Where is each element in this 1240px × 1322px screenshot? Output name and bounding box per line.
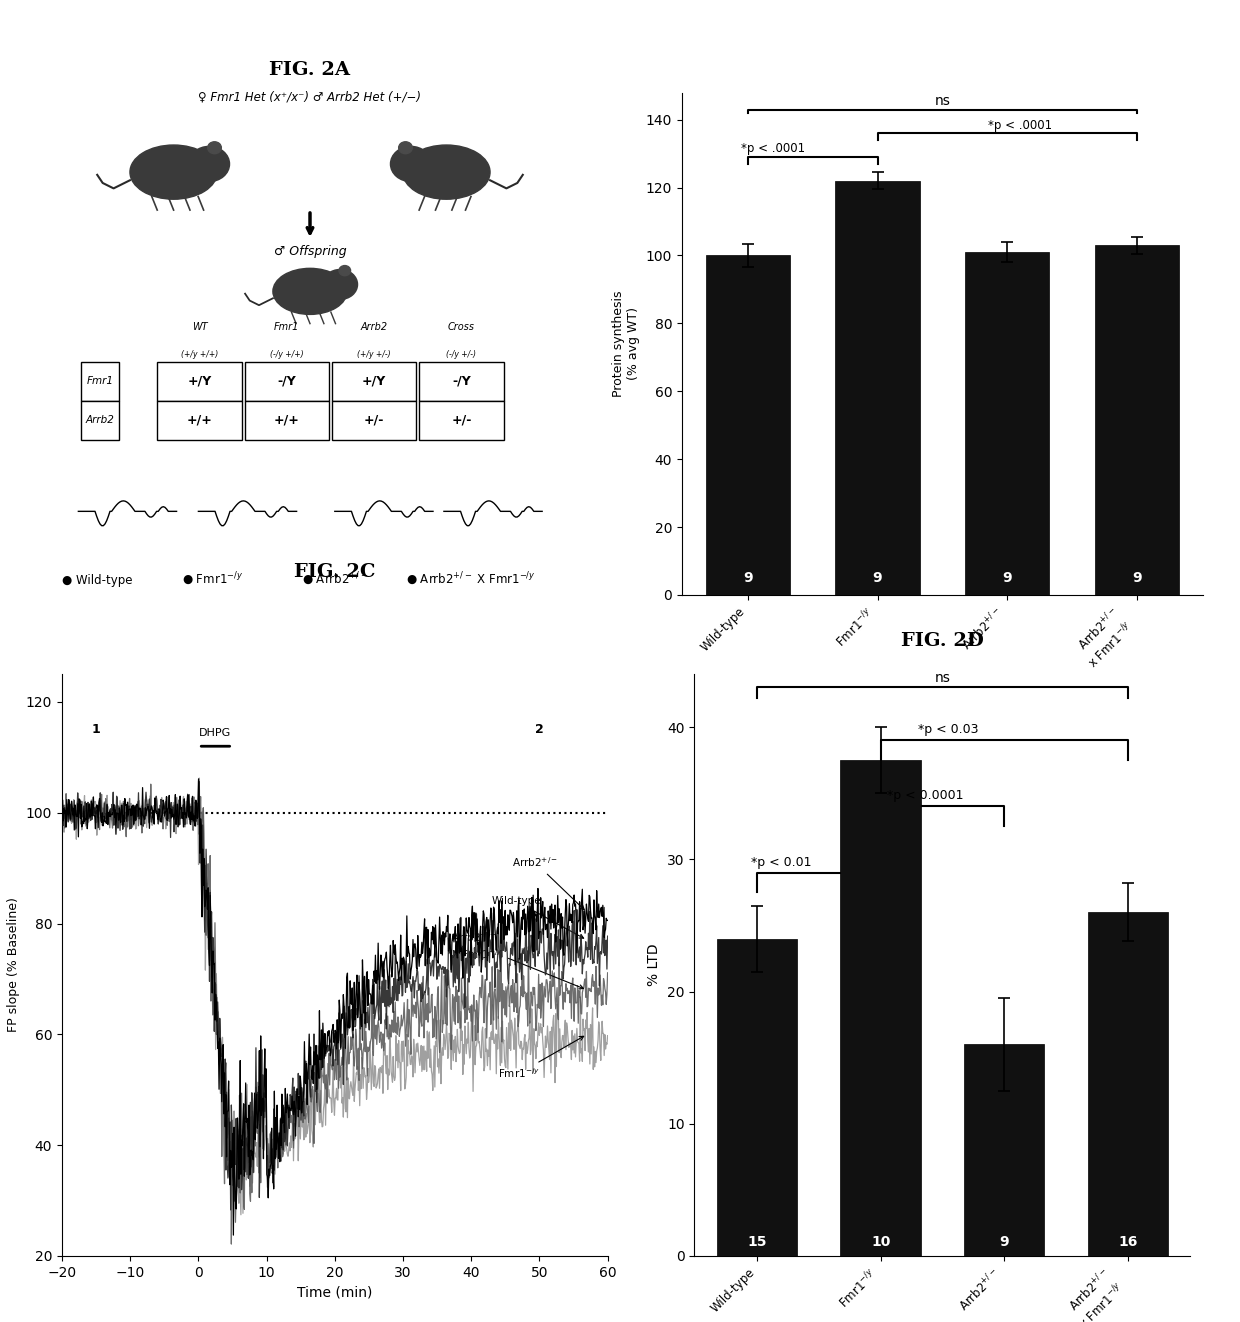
Bar [81, 401, 119, 440]
Y-axis label: FP slope (% Baseline): FP slope (% Baseline) [7, 898, 20, 1032]
Ellipse shape [322, 270, 357, 299]
Text: +/+: +/+ [186, 414, 212, 427]
Bar [1095, 246, 1179, 595]
Bar [332, 362, 417, 401]
Y-axis label: % LTD: % LTD [647, 944, 661, 986]
Text: (+/y +/+): (+/y +/+) [181, 350, 218, 360]
Text: DHPG: DHPG [200, 728, 232, 738]
Text: ns: ns [935, 94, 950, 108]
Bar [157, 401, 242, 440]
Text: 15: 15 [748, 1235, 766, 1249]
Text: Wild-type: Wild-type [491, 896, 584, 939]
Bar [1087, 912, 1168, 1256]
Text: *p < .0001: *p < .0001 [988, 119, 1053, 132]
Text: Fmr1: Fmr1 [87, 377, 113, 386]
Text: Arrb2$^{+/-}$: Arrb2$^{+/-}$ [512, 855, 584, 910]
Text: Arrb2: Arrb2 [361, 323, 388, 332]
Text: -/Y: -/Y [453, 375, 471, 387]
Text: ♀ Fmr1 Het (x⁺/x⁻) ♂ Arrb2 Het (+/−): ♀ Fmr1 Het (x⁺/x⁻) ♂ Arrb2 Het (+/−) [198, 91, 422, 104]
Text: +/Y: +/Y [187, 375, 212, 387]
Text: ns: ns [935, 670, 950, 685]
Text: ● Arrb2$^{+/-}$: ● Arrb2$^{+/-}$ [303, 570, 368, 587]
Ellipse shape [403, 145, 490, 200]
Text: *p < 0.01: *p < 0.01 [751, 855, 811, 869]
Bar [836, 181, 920, 595]
Text: -/Y: -/Y [278, 375, 296, 387]
Text: ● Fmr1$^{-/y}$: ● Fmr1$^{-/y}$ [182, 570, 243, 587]
Text: Arrb2$^{+/-}$
X Fmr1$^{-/y}$: Arrb2$^{+/-}$ X Fmr1$^{-/y}$ [451, 931, 583, 989]
Ellipse shape [391, 147, 432, 181]
Bar [81, 362, 119, 401]
Text: Arrb2: Arrb2 [86, 415, 114, 426]
Y-axis label: Protein synthesis
(% avg WT): Protein synthesis (% avg WT) [613, 291, 640, 397]
Text: (-/y +/-): (-/y +/-) [446, 350, 476, 360]
Text: (+/y +/-): (+/y +/-) [357, 350, 391, 360]
Bar [419, 401, 503, 440]
Text: FIG. 2A: FIG. 2A [269, 61, 351, 79]
Text: +/-: +/- [451, 414, 471, 427]
Text: 9: 9 [999, 1235, 1009, 1249]
Text: Cross: Cross [448, 323, 475, 332]
Bar [841, 760, 921, 1256]
Text: 10: 10 [870, 1235, 890, 1249]
Text: 1: 1 [92, 723, 100, 736]
Ellipse shape [188, 147, 229, 181]
Text: Fmr1$^{-/y}$: Fmr1$^{-/y}$ [498, 1036, 584, 1080]
Bar [419, 362, 503, 401]
Text: 9: 9 [743, 571, 753, 584]
Text: 2: 2 [534, 723, 544, 736]
Bar [244, 362, 329, 401]
Text: *p < 0.03: *p < 0.03 [918, 723, 978, 736]
Text: ● Arrb2$^{+/-}$ X Fmr1$^{-/y}$: ● Arrb2$^{+/-}$ X Fmr1$^{-/y}$ [405, 570, 536, 587]
Bar [706, 255, 790, 595]
Text: ● Wild-type: ● Wild-type [62, 574, 133, 587]
Text: 9: 9 [1132, 571, 1142, 584]
Bar [157, 362, 242, 401]
Bar [717, 939, 797, 1256]
Bar [963, 1044, 1044, 1256]
Ellipse shape [273, 268, 347, 315]
Ellipse shape [398, 141, 412, 153]
Text: 9: 9 [1002, 571, 1012, 584]
Text: +/Y: +/Y [362, 375, 386, 387]
Text: WT: WT [192, 323, 207, 332]
Title: FIG. 2C: FIG. 2C [294, 563, 376, 580]
Bar [332, 401, 417, 440]
Text: ♂ Offspring: ♂ Offspring [274, 246, 346, 258]
Text: 16: 16 [1118, 1235, 1137, 1249]
Text: (-/y +/+): (-/y +/+) [270, 350, 304, 360]
Text: *p < 0.0001: *p < 0.0001 [887, 789, 963, 802]
Bar [244, 401, 329, 440]
Bar [965, 253, 1049, 595]
Text: *p < .0001: *p < .0001 [742, 143, 806, 156]
Ellipse shape [339, 266, 351, 276]
Text: Fmr1: Fmr1 [274, 323, 300, 332]
Text: +/-: +/- [363, 414, 384, 427]
X-axis label: Time (min): Time (min) [298, 1285, 372, 1300]
Ellipse shape [130, 145, 217, 200]
Ellipse shape [207, 141, 221, 153]
Text: 9: 9 [873, 571, 883, 584]
Text: +/+: +/+ [274, 414, 300, 427]
Title: FIG. 2D: FIG. 2D [901, 632, 983, 650]
